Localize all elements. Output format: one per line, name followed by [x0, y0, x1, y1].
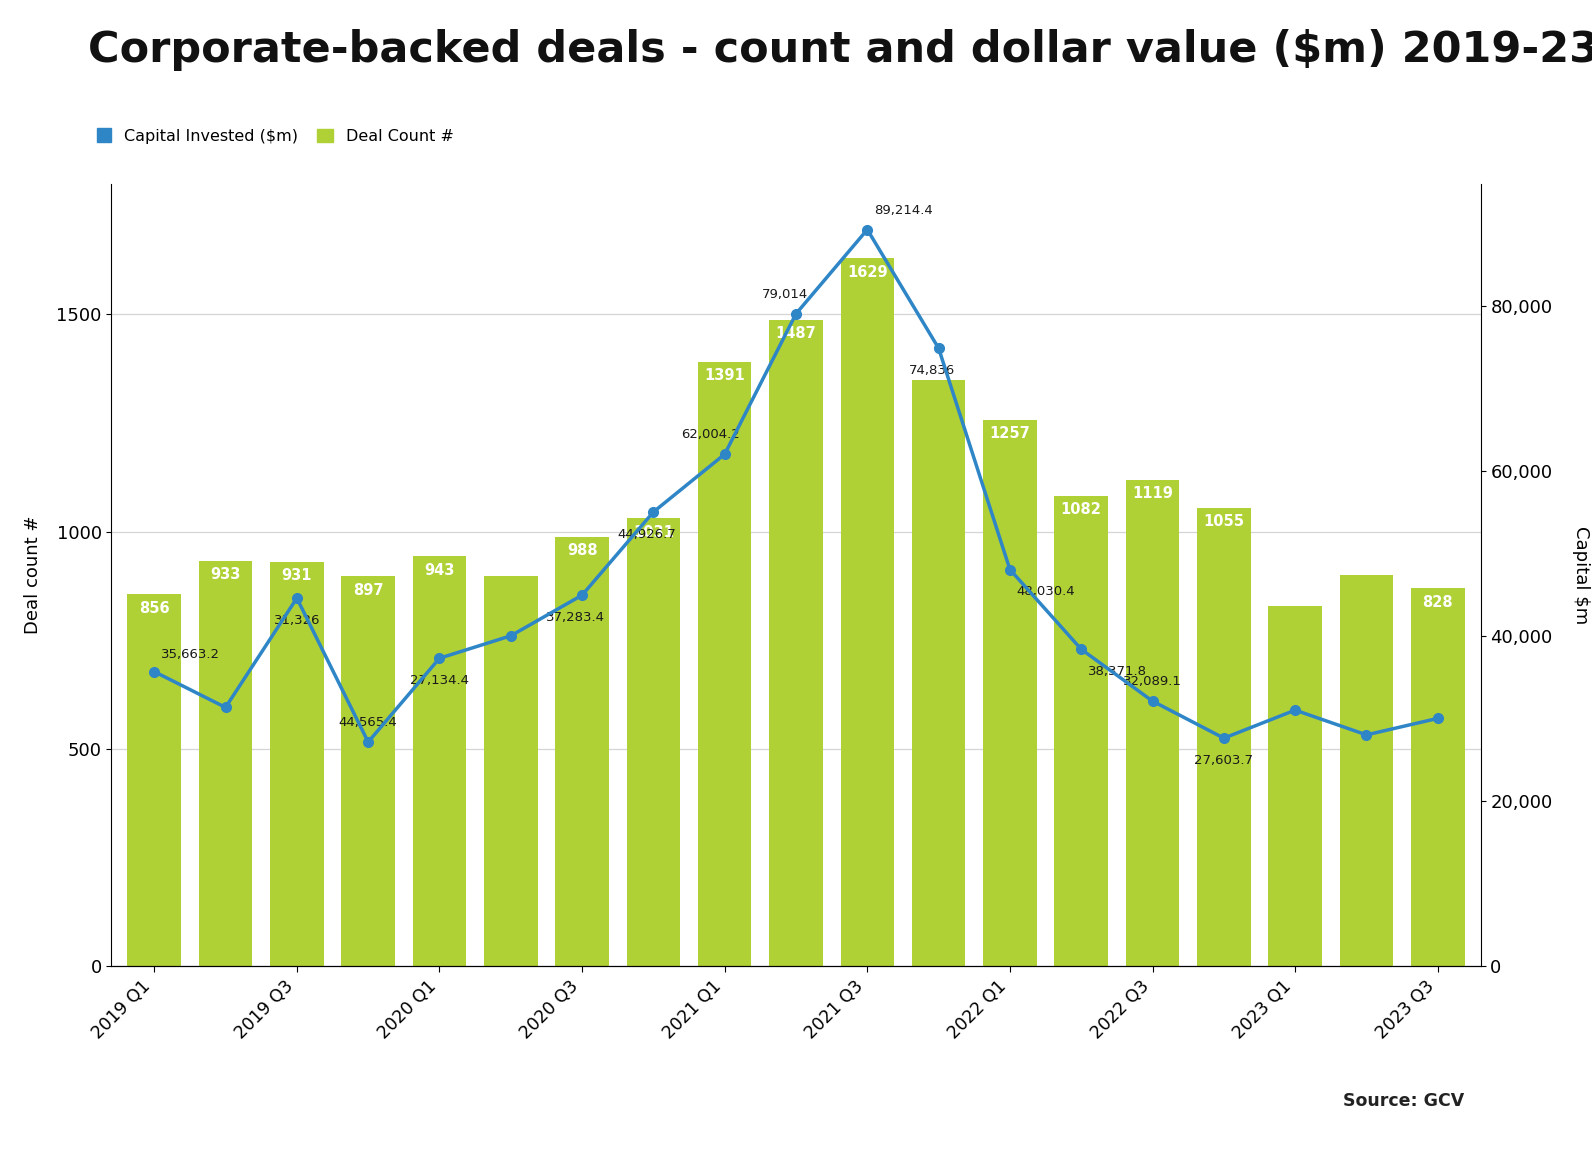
Text: 38,371.8: 38,371.8	[1089, 665, 1148, 678]
Bar	[627, 519, 680, 966]
Bar	[841, 259, 895, 966]
Bar	[1340, 575, 1393, 966]
Text: 1487: 1487	[775, 327, 817, 342]
Text: 44,926.7: 44,926.7	[618, 528, 677, 540]
Text: 988: 988	[567, 543, 597, 558]
Text: 1629: 1629	[847, 264, 888, 279]
Bar	[199, 561, 252, 966]
Text: 62,004.2: 62,004.2	[681, 428, 740, 442]
Text: 1257: 1257	[990, 427, 1030, 442]
Text: 933: 933	[210, 567, 240, 582]
Text: 48,030.4: 48,030.4	[1017, 585, 1076, 598]
Bar	[271, 561, 323, 966]
Bar	[484, 576, 538, 966]
Bar	[697, 362, 751, 966]
Bar	[127, 595, 181, 966]
Text: Source: GCV: Source: GCV	[1344, 1091, 1465, 1110]
Text: 27,603.7: 27,603.7	[1194, 754, 1253, 767]
Text: 27,134.4: 27,134.4	[411, 674, 470, 687]
Text: 74,836: 74,836	[909, 365, 955, 377]
Bar	[769, 320, 823, 966]
Bar	[1269, 606, 1321, 966]
Text: 44,565.4: 44,565.4	[339, 716, 398, 729]
Text: 1391: 1391	[704, 368, 745, 383]
Text: 943: 943	[425, 562, 455, 577]
Bar	[556, 537, 608, 966]
Text: 856: 856	[139, 600, 169, 615]
Bar	[1126, 480, 1180, 966]
Text: 828: 828	[1423, 595, 1453, 610]
Text: 35,663.2: 35,663.2	[161, 649, 220, 661]
Text: Corporate-backed deals - count and dollar value ($m) 2019-23: Corporate-backed deals - count and dolla…	[88, 29, 1592, 71]
Text: 1031: 1031	[634, 524, 673, 539]
Bar	[984, 420, 1036, 966]
Bar	[341, 576, 395, 966]
Y-axis label: Deal count #: Deal count #	[24, 515, 43, 635]
Text: 897: 897	[353, 583, 384, 598]
Text: 37,283.4: 37,283.4	[546, 611, 605, 623]
Bar	[1411, 588, 1465, 966]
Text: 32,089.1: 32,089.1	[1122, 675, 1181, 688]
Bar	[1054, 496, 1108, 966]
Text: 31,326: 31,326	[274, 614, 320, 627]
Text: 1055: 1055	[1204, 514, 1245, 529]
Bar	[912, 380, 965, 966]
Y-axis label: Capital $m: Capital $m	[1571, 526, 1590, 624]
Bar	[412, 557, 466, 966]
Text: 89,214.4: 89,214.4	[874, 204, 933, 216]
Bar	[1197, 507, 1251, 966]
Legend: Capital Invested ($m), Deal Count #: Capital Invested ($m), Deal Count #	[96, 129, 454, 144]
Text: 79,014: 79,014	[761, 288, 809, 301]
Text: 1119: 1119	[1132, 486, 1173, 501]
Text: 931: 931	[282, 568, 312, 583]
Text: 1082: 1082	[1060, 503, 1102, 518]
